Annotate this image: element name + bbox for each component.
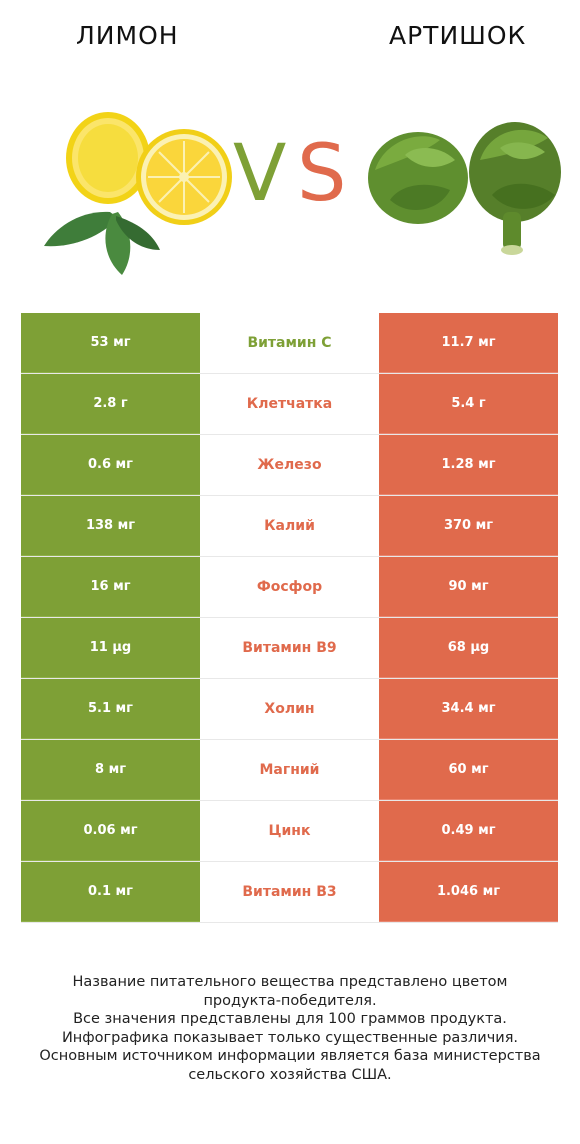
right-value: 11.7 мг bbox=[379, 313, 558, 373]
lemon-leaves-icon bbox=[44, 211, 160, 275]
table-row: 0.6 мг Железо 1.28 мг bbox=[21, 435, 558, 496]
nutrient-name: Железо bbox=[200, 435, 379, 495]
right-value: 68 µg bbox=[379, 618, 558, 678]
right-product-title: АРТИШОК bbox=[389, 21, 527, 50]
table-row: 2.8 г Клетчатка 5.4 г bbox=[21, 374, 558, 435]
footer-notes: Название питательного вещества представл… bbox=[0, 973, 580, 1084]
nutrient-name: Витамин B3 bbox=[200, 862, 379, 922]
artichoke-icon bbox=[368, 122, 561, 255]
footer-line: Все значения представлены для 100 граммо… bbox=[73, 1011, 507, 1027]
nutrient-name: Холин bbox=[200, 679, 379, 739]
nutrient-name: Витамин C bbox=[200, 313, 379, 373]
comparison-table: 53 мг Витамин C 11.7 мг 2.8 г Клетчатка 5.4 г… bbox=[21, 313, 558, 923]
footer-line: Название питательного вещества представл… bbox=[72, 974, 508, 990]
vs-letter-s: S bbox=[297, 129, 347, 219]
nutrient-name: Калий bbox=[200, 496, 379, 556]
nutrient-name: Фосфор bbox=[200, 557, 379, 617]
nutrient-name: Магний bbox=[200, 740, 379, 800]
lemon-slice-icon bbox=[136, 129, 232, 225]
footer-line: Основным источником информации является … bbox=[39, 1048, 541, 1064]
left-value: 16 мг bbox=[21, 557, 200, 617]
lemon-half-icon bbox=[66, 112, 150, 204]
right-value: 5.4 г bbox=[379, 374, 558, 434]
footer-line: Инфографика показывает только существенн… bbox=[61, 1029, 519, 1046]
left-value: 138 мг bbox=[21, 496, 200, 556]
table-row: 0.1 мг Витамин B3 1.046 мг bbox=[21, 862, 558, 923]
footer-line: продукта-победителя. bbox=[203, 992, 377, 1009]
table-row: 53 мг Витамин C 11.7 мг bbox=[21, 313, 558, 374]
left-value: 0.1 мг bbox=[21, 862, 200, 922]
left-value: 0.06 мг bbox=[21, 801, 200, 861]
left-product-title: ЛИМОН bbox=[76, 21, 179, 50]
table-row: 8 мг Магний 60 мг bbox=[21, 740, 558, 801]
table-row: 0.06 мг Цинк 0.49 мг bbox=[21, 801, 558, 862]
table-row: 5.1 мг Холин 34.4 мг bbox=[21, 679, 558, 740]
right-value: 0.49 мг bbox=[379, 801, 558, 861]
left-value: 53 мг bbox=[21, 313, 200, 373]
vs-letter-v: V bbox=[233, 129, 287, 219]
right-value: 90 мг bbox=[379, 557, 558, 617]
left-value: 8 мг bbox=[21, 740, 200, 800]
right-value: 1.046 мг bbox=[379, 862, 558, 922]
table-row: 138 мг Калий 370 мг bbox=[21, 496, 558, 557]
left-value: 2.8 г bbox=[21, 374, 200, 434]
nutrient-name: Клетчатка bbox=[200, 374, 379, 434]
right-value: 1.28 мг bbox=[379, 435, 558, 495]
table-row: 16 мг Фосфор 90 мг bbox=[21, 557, 558, 618]
right-value: 60 мг bbox=[379, 740, 558, 800]
nutrient-name: Цинк bbox=[200, 801, 379, 861]
right-value: 34.4 мг bbox=[379, 679, 558, 739]
left-value: 0.6 мг bbox=[21, 435, 200, 495]
left-value: 5.1 мг bbox=[21, 679, 200, 739]
nutrient-name: Витамин B9 bbox=[200, 618, 379, 678]
right-value: 370 мг bbox=[379, 496, 558, 556]
hero-illustration bbox=[44, 112, 561, 275]
table-row: 11 µg Витамин B9 68 µg bbox=[21, 618, 558, 679]
footer-line: сельского хозяйства США. bbox=[188, 1066, 392, 1083]
left-value: 11 µg bbox=[21, 618, 200, 678]
